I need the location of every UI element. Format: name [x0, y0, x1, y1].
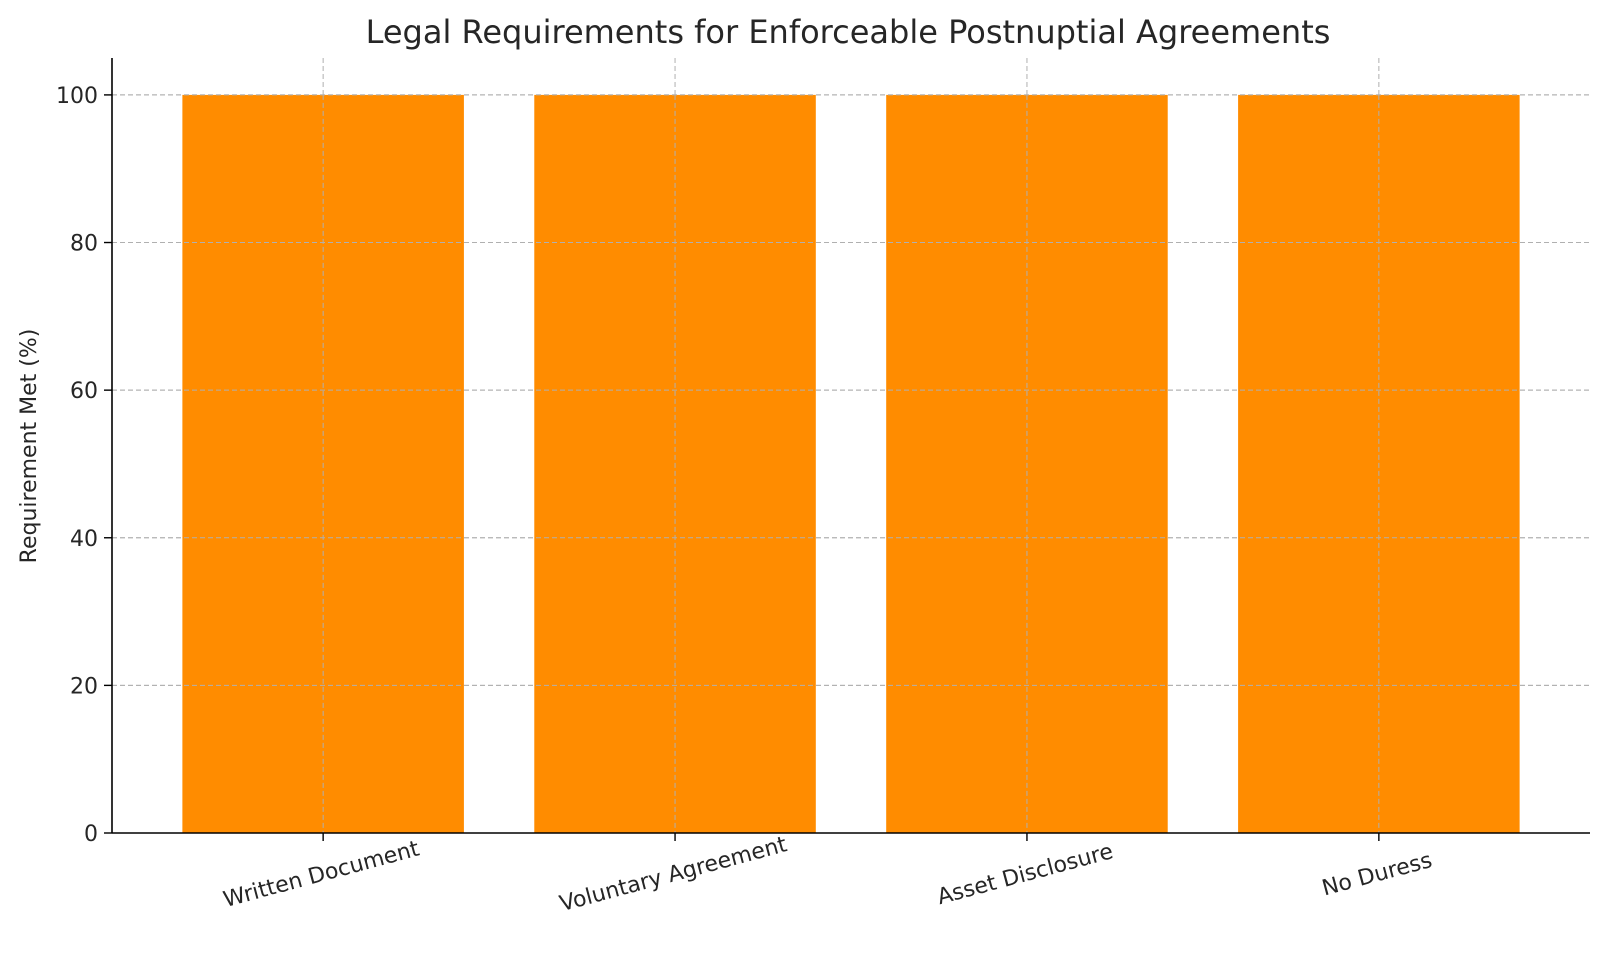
axes-layer: [111, 58, 1590, 834]
chart-title: Legal Requirements for Enforceable Postn…: [366, 13, 1331, 51]
x-tick-label: No Duress: [1319, 848, 1434, 901]
x-tick-label: Asset Disclosure: [935, 839, 1116, 910]
bars-layer: [112, 94, 1590, 834]
y-tick-label: 80: [70, 232, 98, 257]
y-tick-label: 0: [84, 822, 98, 847]
y-tick-label: 40: [70, 527, 98, 552]
x-tick-label: Voluntary Agreement: [557, 832, 790, 917]
y-axis-label: Requirement Met (%): [17, 329, 42, 564]
y-tick-label: 100: [56, 84, 98, 109]
y-tick-label: 20: [70, 674, 98, 699]
x-tick-label: Written Document: [221, 836, 423, 912]
y-tick-label: 60: [70, 379, 98, 404]
